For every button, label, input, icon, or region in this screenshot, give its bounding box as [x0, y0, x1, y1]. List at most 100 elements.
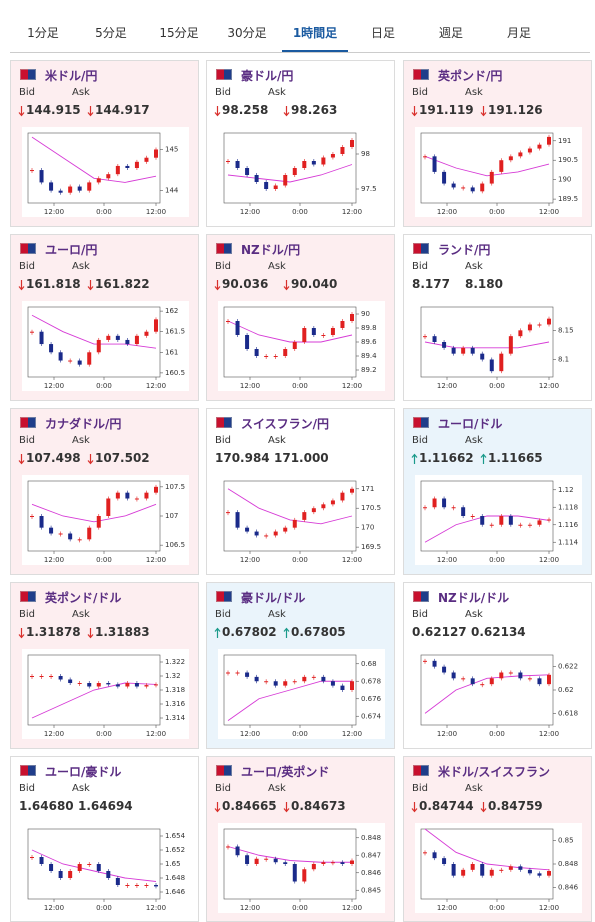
pair-title[interactable]: スイスフラン/円 [241, 417, 330, 431]
candle [518, 672, 523, 679]
candle [461, 347, 466, 354]
rate-card[interactable]: 英ポンド/円 Bid Ask 191.119 191.126 189.5 190 190.5 1… [403, 60, 592, 227]
tab[interactable]: 15分足 [159, 26, 199, 40]
candle [144, 492, 149, 499]
y-tick-label: 1.648 [165, 874, 185, 882]
candle [442, 342, 447, 348]
x-tick-label: 0:00 [489, 904, 505, 912]
x-tick-label: 0:00 [292, 730, 308, 738]
y-tick-label: 1.314 [165, 714, 186, 722]
candle [508, 156, 513, 161]
x-tick-label: 12:00 [539, 382, 559, 390]
tab[interactable]: 5分足 [95, 26, 127, 40]
tab[interactable]: 日足 [370, 26, 395, 40]
candle [489, 678, 494, 685]
flag-icon [413, 69, 429, 80]
candle [39, 331, 44, 345]
x-tick-label: 0:00 [292, 556, 308, 564]
pair-title[interactable]: ユーロ/豪ドル [45, 765, 122, 779]
candle [58, 871, 63, 878]
x-tick-label: 12:00 [44, 556, 64, 564]
tab[interactable]: 30分足 [227, 26, 267, 40]
rate-card[interactable]: 豪ドル/ドル Bid Ask 0.67802 0.67805 0.674 0.676 0.67… [206, 582, 395, 749]
rate-card[interactable]: ユーロ/英ポンド Bid Ask 0.84665 0.84673 0.845 0.846 0.… [206, 756, 395, 922]
pair-title[interactable]: ユーロ/ドル [438, 417, 503, 431]
bid-label: Bid [19, 87, 35, 98]
rate-card[interactable]: NZドル/ドル Bid Ask 0.62127 0.62134 0.618 0.62 0.62… [403, 582, 592, 749]
candle [292, 864, 297, 882]
y-tick-label: 0.618 [558, 709, 578, 717]
pair-title[interactable]: カナダドル/円 [45, 417, 122, 431]
rate-card[interactable]: ユーロ/円 Bid Ask 161.818 161.822 160.5 161 161.5 16… [10, 234, 199, 401]
tab[interactable]: 月足 [506, 26, 531, 40]
flag-left [413, 765, 421, 776]
candle [311, 676, 316, 678]
candle [537, 144, 542, 149]
candle [537, 678, 542, 685]
rate-card[interactable]: ランド/円 Bid Ask 8.177 8.180 8.1 8.15 12:00 0:00 12:… [403, 234, 592, 401]
pair-title[interactable]: 米ドル/円 [45, 69, 98, 83]
flag-icon [216, 765, 232, 776]
candle [537, 520, 542, 525]
candle [87, 352, 92, 365]
pair-title[interactable]: 英ポンド/円 [438, 69, 503, 83]
x-tick-label: 12:00 [539, 556, 559, 564]
bid-label: Bid [215, 609, 231, 620]
candle [489, 869, 494, 876]
y-tick-label: 1.118 [558, 503, 578, 511]
flag-left [413, 417, 421, 428]
ask-label: Ask [465, 783, 483, 794]
x-tick-label: 12:00 [342, 730, 362, 738]
rate-card[interactable]: カナダドル/円 Bid Ask 107.498 107.502 106.5 107 107.5… [10, 408, 199, 575]
candle [235, 846, 240, 856]
y-tick-label: 106.5 [165, 541, 185, 549]
pair-title[interactable]: 米ドル/スイスフラン [438, 765, 551, 779]
pair-title[interactable]: NZドル/ドル [438, 591, 510, 605]
flag-border [413, 417, 429, 428]
y-tick-label: 90 [361, 310, 370, 318]
candle [154, 684, 158, 686]
rate-card[interactable]: ユーロ/ドル Bid Ask 1.11662 1.11665 1.114 1.116 1.11… [403, 408, 592, 575]
pair-title[interactable]: 豪ドル/円 [241, 69, 294, 83]
candle [106, 683, 111, 685]
rate-card[interactable]: NZドル/円 Bid Ask 90.036 90.040 89.2 89.4 89.6 89.8… [206, 234, 395, 401]
x-tick-label: 0:00 [96, 556, 112, 564]
bid-value: 90.036 [222, 277, 269, 291]
rate-card[interactable]: 英ポンド/ドル Bid Ask 1.31878 1.31883 1.314 1.316 1.3… [10, 582, 199, 749]
pair-title[interactable]: 豪ドル/ドル [241, 591, 306, 605]
pair-title[interactable]: NZドル/円 [241, 243, 301, 257]
candle [77, 539, 82, 541]
ask-label: Ask [268, 609, 286, 620]
tab[interactable]: 1分足 [27, 26, 59, 40]
mini-chart: 0.674 0.676 0.678 0.68 12:00 0:00 12:00 [218, 649, 385, 739]
x-tick-label: 12:00 [240, 382, 260, 390]
candle [77, 186, 82, 191]
arrow-shape [214, 802, 221, 813]
candle [423, 660, 427, 662]
candle [96, 339, 101, 353]
tab[interactable]: 1時間足 [282, 14, 348, 52]
rate-card[interactable]: 豪ドル/円 Bid Ask 98.258 98.263 97.5 98 12:00 0:00 12… [206, 60, 395, 227]
candle [125, 492, 130, 499]
rate-card[interactable]: スイスフラン/円 Bid Ask 170.984 171.000 169.5 170 170.… [206, 408, 395, 575]
y-tick-label: 1.12 [558, 486, 574, 494]
tab[interactable]: 週足 [438, 26, 463, 40]
y-tick-label: 89.8 [361, 324, 377, 332]
y-tick-label: 169.5 [361, 543, 381, 551]
flag-right [224, 417, 232, 428]
direction-arrow [411, 453, 418, 464]
rate-card[interactable]: 米ドル/スイスフラン Bid Ask 0.84744 0.84759 0.846 0.848… [403, 756, 592, 922]
candle [77, 864, 82, 871]
candle [442, 666, 447, 673]
pair-title[interactable]: ユーロ/円 [45, 243, 98, 257]
rate-card[interactable]: ユーロ/豪ドル Bid Ask 1.64680 1.64694 1.646 1.648 1.6… [10, 756, 199, 922]
rate-card[interactable]: 米ドル/円 Bid Ask 144.915 144.917 144 145 12:00 0:00… [10, 60, 199, 227]
pair-title[interactable]: ユーロ/英ポンド [241, 765, 330, 779]
candle [254, 349, 259, 356]
y-tick-label: 161.5 [165, 328, 185, 336]
pair-title[interactable]: 英ポンド/ドル [45, 591, 122, 605]
flag-border [413, 243, 429, 254]
candle [154, 885, 158, 887]
y-tick-label: 8.15 [558, 326, 574, 334]
pair-title[interactable]: ランド/円 [438, 243, 491, 257]
